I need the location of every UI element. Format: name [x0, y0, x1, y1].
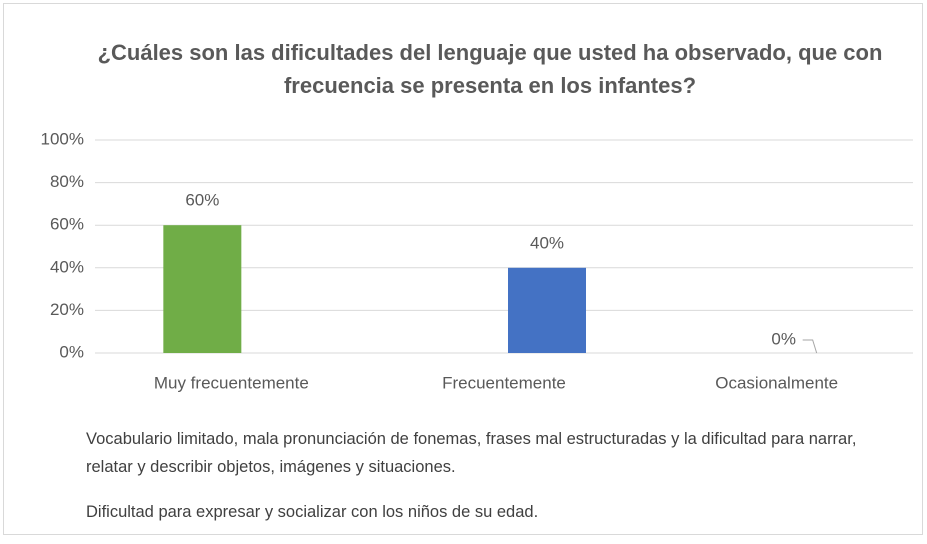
y-tick-label: 20% [50, 300, 84, 319]
y-tick-label: 0% [59, 342, 84, 361]
legend-label: Vocabulario limitado, mala pronunciación… [86, 430, 857, 476]
y-tick-label: 60% [50, 215, 84, 234]
y-tick-label: 40% [50, 257, 84, 276]
x-tick-label: Muy frecuentemente [154, 373, 309, 392]
legend: Vocabulario limitado, mala pronunciación… [86, 425, 906, 526]
legend-item: Dificultad para expresar y socializar co… [86, 498, 906, 526]
leader-line [802, 339, 818, 354]
x-tick-label: Ocasionalmente [715, 373, 838, 392]
data-label: 0% [771, 329, 796, 348]
legend-list: Vocabulario limitado, mala pronunciación… [86, 425, 906, 526]
data-label: 40% [530, 233, 564, 252]
y-tick-label: 80% [50, 172, 84, 191]
bar [508, 267, 586, 353]
bar [163, 225, 242, 353]
legend-label: Dificultad para expresar y socializar co… [86, 503, 539, 521]
data-label: 60% [185, 191, 219, 210]
y-tick-label: 100% [41, 129, 84, 148]
legend-item: Vocabulario limitado, mala pronunciación… [86, 425, 906, 481]
chart-title: ¿Cuáles son las dificultades del lenguaj… [97, 40, 883, 98]
chart-border [3, 3, 923, 535]
x-tick-label: Frecuentemente [442, 373, 566, 392]
title-box: ¿Cuáles son las dificultades del lenguaj… [97, 40, 883, 98]
